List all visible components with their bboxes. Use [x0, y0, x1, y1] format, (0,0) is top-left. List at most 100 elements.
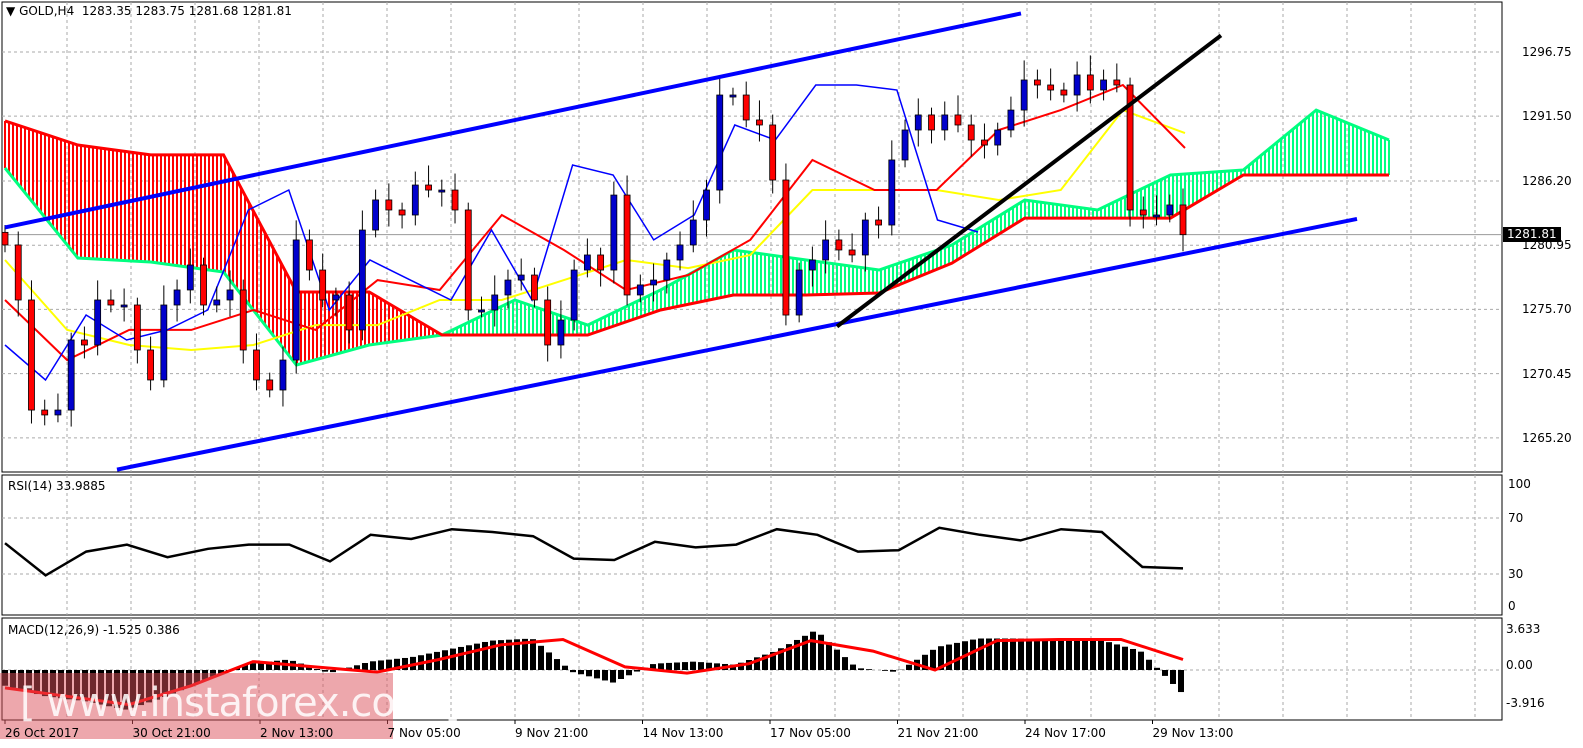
price-tick: 1291.50: [1522, 109, 1572, 124]
time-tick: 17 Nov 05:00: [770, 726, 851, 740]
time-tick: 14 Nov 13:00: [642, 726, 724, 740]
candle-bullish: [332, 294, 340, 301]
candle-bullish: [372, 199, 380, 231]
candle-bearish: [345, 294, 353, 331]
macd-histogram-bar: [1042, 639, 1048, 670]
macd-histogram-bar: [570, 670, 576, 673]
macd-histogram-bar: [242, 664, 248, 670]
candle-bearish: [756, 119, 763, 126]
macd-histogram-bar: [562, 665, 568, 670]
macd-histogram-bar: [778, 648, 784, 670]
candle-bearish: [464, 209, 472, 311]
macd-histogram-bar: [906, 664, 912, 670]
macd-histogram-bar: [514, 639, 520, 670]
candle-bearish: [451, 189, 459, 211]
macd-histogram-bar: [658, 663, 664, 670]
candle-bearish: [1034, 79, 1041, 86]
macd-histogram-bar: [1026, 638, 1032, 670]
macd-histogram-bar: [930, 649, 936, 670]
tenkan-sen-line: [4, 83, 1186, 362]
candle-bullish: [994, 129, 1002, 146]
macd-histogram-bar: [618, 670, 624, 679]
macd-histogram-bar: [498, 640, 504, 670]
macd-histogram-bar: [546, 652, 552, 670]
macd-histogram-bar: [266, 661, 272, 670]
macd-histogram-bar: [258, 662, 264, 670]
macd-histogram-bar: [602, 670, 608, 681]
candle-bullish: [901, 129, 909, 161]
candle-bearish: [1060, 89, 1068, 96]
macd-histogram-bar: [1130, 648, 1136, 670]
macd-histogram-bar: [450, 648, 456, 670]
rsi-tick: 100: [1508, 477, 1531, 491]
candle-bullish: [279, 359, 287, 391]
candle-bullish: [438, 189, 446, 193]
channel-upper-line: [4, 11, 1022, 230]
macd-histogram-bar: [1154, 667, 1160, 670]
macd-histogram-bar: [938, 646, 944, 670]
macd-histogram-bar: [650, 664, 656, 670]
support-trendline-line: [835, 33, 1223, 329]
candle-bearish: [1, 231, 9, 246]
macd-histogram-bar: [890, 670, 896, 672]
macd-histogram-bar: [250, 663, 256, 670]
triangle-down-icon[interactable]: ▼: [6, 4, 16, 18]
candle-bullish: [689, 219, 697, 246]
candle-bearish: [385, 199, 393, 211]
candle-bullish: [411, 184, 419, 216]
macd-histogram-bar: [786, 644, 792, 670]
macd-histogram-bar: [882, 670, 888, 671]
candle-bullish: [1007, 109, 1015, 131]
rsi-tick: 70: [1508, 511, 1524, 525]
candle-bearish: [531, 274, 538, 301]
macd-histogram-bar: [610, 670, 616, 683]
macd-histogram-bar: [922, 654, 928, 670]
candle-bullish: [716, 94, 724, 191]
candle-bullish: [67, 339, 75, 411]
macd-histogram-bar: [858, 668, 864, 670]
macd-panel: [1, 617, 1503, 721]
macd-histogram-bar: [666, 662, 672, 670]
price-tick: 1280.95: [1522, 238, 1572, 253]
macd-histogram-bar: [1138, 651, 1144, 670]
candle-bearish: [28, 299, 35, 411]
macd-histogram-bar: [322, 670, 328, 672]
candle-bullish: [94, 299, 102, 346]
price-tick: 1296.75: [1522, 44, 1572, 59]
candle-bullish: [583, 254, 591, 271]
macd-histogram-bar: [1010, 638, 1016, 670]
low-value: 1281.68: [188, 4, 239, 18]
price-tick: 1286.20: [1522, 173, 1572, 188]
macd-tick: 3.633: [1506, 622, 1541, 636]
macd-histogram-bar: [754, 657, 760, 670]
watermark-box: [0, 673, 393, 739]
candle-bullish: [517, 274, 525, 281]
candle-bullish: [1020, 79, 1028, 111]
candle-bullish: [504, 279, 512, 296]
macd-histogram-bar: [362, 663, 368, 670]
candle-bullish: [610, 194, 618, 271]
macd-histogram-bar: [330, 670, 336, 673]
candle-bullish: [822, 239, 830, 261]
time-tick: 9 Nov 21:00: [515, 726, 589, 740]
macd-histogram-bar: [1058, 639, 1064, 670]
macd-histogram-bar: [1106, 642, 1112, 670]
candle-bullish: [1153, 214, 1160, 218]
candle-bearish: [425, 184, 432, 191]
candle-bullish: [213, 299, 221, 306]
macd-histogram-bar: [354, 665, 360, 670]
candle-bullish: [358, 229, 366, 331]
candle-bullish: [570, 269, 578, 321]
candle-bearish: [1139, 209, 1147, 216]
candle-bullish: [226, 289, 234, 301]
candle-bearish: [954, 114, 962, 126]
macd-histogram-bar: [826, 642, 832, 670]
macd-histogram-bar: [578, 670, 584, 675]
macd-histogram-bar: [1098, 639, 1104, 670]
candle-bullish: [160, 304, 168, 381]
macd-histogram-bar: [626, 670, 632, 676]
macd-histogram-bar: [802, 635, 808, 670]
candle-bullish: [173, 289, 181, 306]
macd-histogram-bar: [306, 666, 312, 670]
